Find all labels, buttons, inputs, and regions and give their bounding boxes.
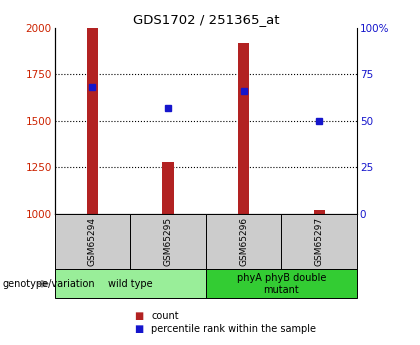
Bar [87, 28, 98, 214]
Bar [162, 162, 174, 214]
Text: genotype/variation: genotype/variation [2, 279, 95, 289]
Text: GSM65297: GSM65297 [315, 217, 324, 266]
Text: GSM65295: GSM65295 [163, 217, 173, 266]
Text: wild type: wild type [108, 279, 152, 289]
Text: ■: ■ [134, 325, 143, 334]
Text: ■: ■ [134, 311, 143, 321]
Text: phyA phyB double
mutant: phyA phyB double mutant [237, 273, 326, 295]
Text: GSM65296: GSM65296 [239, 217, 248, 266]
Title: GDS1702 / 251365_at: GDS1702 / 251365_at [133, 13, 279, 27]
Text: count: count [151, 311, 179, 321]
Text: GSM65294: GSM65294 [88, 217, 97, 266]
Bar [238, 42, 249, 214]
Text: percentile rank within the sample: percentile rank within the sample [151, 325, 316, 334]
Bar [313, 210, 325, 214]
